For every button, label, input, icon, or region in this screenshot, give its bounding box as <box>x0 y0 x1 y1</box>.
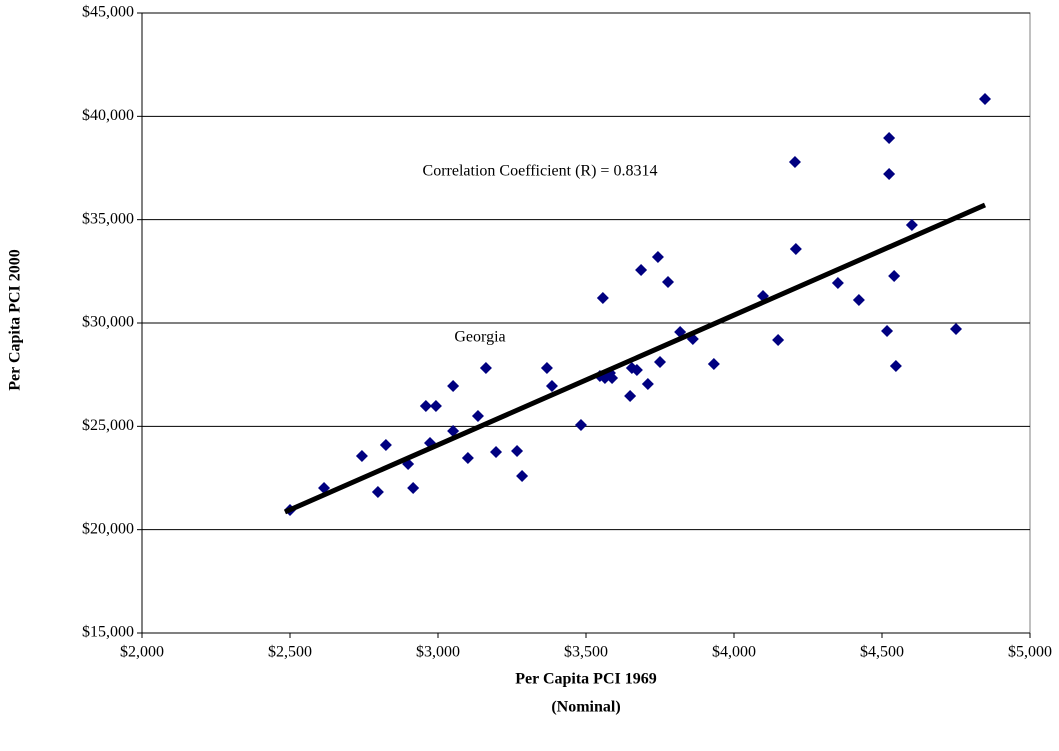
point <box>429 399 442 412</box>
point <box>461 451 474 464</box>
point <box>624 389 637 402</box>
x-tick-label: $3,500 <box>564 644 608 661</box>
point <box>950 322 962 335</box>
point <box>490 446 503 459</box>
trendline <box>283 202 987 515</box>
point <box>379 438 392 451</box>
point <box>540 361 553 374</box>
point <box>979 92 992 105</box>
point <box>635 263 648 276</box>
y-tick-label: $45,000 <box>82 4 134 21</box>
point <box>789 242 802 255</box>
point <box>447 425 460 438</box>
point <box>511 445 524 458</box>
point <box>651 250 664 263</box>
point <box>447 379 460 392</box>
point <box>788 156 801 169</box>
point <box>596 292 609 305</box>
point <box>831 277 844 290</box>
x-tick-label: $2,000 <box>120 644 164 661</box>
annotation: Georgia <box>454 329 505 346</box>
annotation: Correlation Coefficient (R) = 0.8314 <box>423 163 658 180</box>
x-axis-label: (Nominal) <box>551 699 620 716</box>
point <box>889 360 902 373</box>
point <box>905 218 918 231</box>
point <box>661 275 674 288</box>
y-tick-label: $35,000 <box>82 210 134 227</box>
point <box>888 270 901 283</box>
x-tick-label: $5,000 <box>1008 644 1052 661</box>
y-tick-label: $30,000 <box>82 314 134 331</box>
x-tick-label: $4,000 <box>712 644 756 661</box>
point <box>355 449 368 462</box>
x-axis-label: Per Capita PCI 1969 <box>515 671 656 688</box>
point <box>574 418 587 431</box>
y-tick-label: $20,000 <box>82 520 134 537</box>
point <box>516 469 529 482</box>
point <box>707 358 720 371</box>
point <box>654 355 666 368</box>
point <box>641 378 654 391</box>
y-tick-label: $15,000 <box>82 624 134 641</box>
point <box>630 363 643 376</box>
point <box>883 167 896 180</box>
y-tick-label: $40,000 <box>82 107 134 124</box>
y-tick-label: $25,000 <box>82 417 134 434</box>
point <box>471 410 484 422</box>
point <box>606 372 619 385</box>
x-tick-label: $3,000 <box>416 644 460 661</box>
point <box>407 482 420 495</box>
point <box>772 334 785 347</box>
point <box>419 399 432 412</box>
x-tick-label: $2,500 <box>268 644 312 661</box>
point <box>883 132 896 145</box>
point <box>479 361 492 374</box>
x-tick-label: $4,500 <box>860 644 904 661</box>
point <box>881 324 894 337</box>
point <box>545 379 558 392</box>
y-axis-label: Per Capita PCI 2000 <box>7 249 24 390</box>
point <box>371 485 384 498</box>
point <box>852 293 865 306</box>
